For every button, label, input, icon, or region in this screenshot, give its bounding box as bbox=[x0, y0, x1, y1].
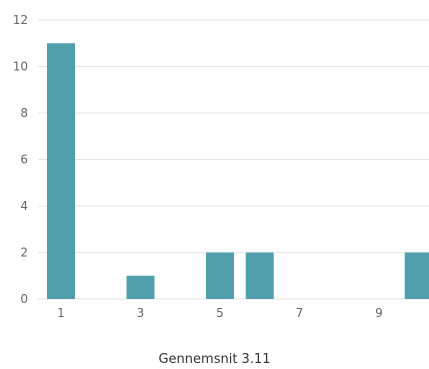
x-tick-label: 1 bbox=[57, 306, 65, 320]
y-tick-label: 4 bbox=[20, 199, 28, 213]
bars bbox=[47, 43, 429, 299]
x-tick-label: 5 bbox=[216, 306, 224, 320]
bar-10 bbox=[404, 252, 429, 299]
y-axis-ticks: 0 2 4 6 8 10 12 bbox=[13, 13, 28, 306]
y-tick-label: 0 bbox=[20, 292, 28, 306]
x-tick-label: 7 bbox=[296, 306, 304, 320]
bar-3 bbox=[126, 275, 155, 299]
bar-6 bbox=[245, 252, 274, 299]
x-tick-label: 9 bbox=[375, 306, 383, 320]
y-tick-label: 10 bbox=[13, 60, 28, 74]
x-axis-ticks: 1 3 5 7 9 bbox=[57, 306, 383, 320]
bar-1 bbox=[47, 43, 75, 299]
y-tick-label: 12 bbox=[13, 13, 28, 27]
chart-caption: Gennemsnit 3.11 bbox=[158, 352, 271, 367]
x-tick-label: 3 bbox=[137, 306, 145, 320]
y-tick-label: 2 bbox=[20, 246, 28, 260]
y-tick-label: 8 bbox=[20, 106, 28, 120]
y-tick-label: 6 bbox=[20, 153, 28, 167]
gridlines bbox=[38, 19, 429, 300]
bar-5 bbox=[206, 252, 234, 299]
